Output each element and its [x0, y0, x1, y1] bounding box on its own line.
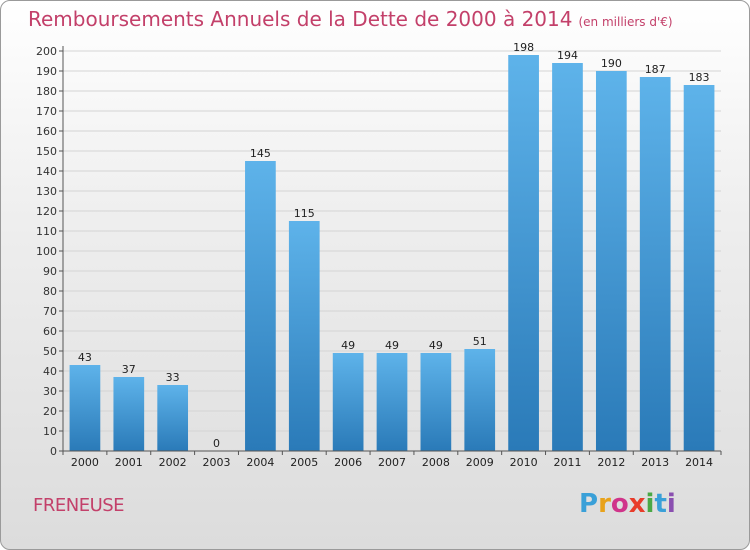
y-tick-label: 50 — [43, 345, 57, 358]
bar-2008 — [420, 353, 452, 451]
x-tick-label-2003: 2003 — [203, 456, 231, 469]
x-tick-label-2002: 2002 — [159, 456, 187, 469]
bar-2014 — [683, 85, 715, 451]
logo-letter: r — [598, 489, 611, 519]
chart-title-text: Remboursements Annuels de la Dette de 20… — [28, 7, 573, 31]
bar-2004 — [245, 161, 276, 451]
y-tick-label: 10 — [43, 425, 57, 438]
value-label-2012: 190 — [601, 57, 622, 70]
y-tick-label: 190 — [36, 65, 57, 78]
y-tick-label: 170 — [36, 105, 57, 118]
value-label-2011: 194 — [557, 49, 578, 62]
y-tick-label: 120 — [36, 205, 57, 218]
bar-2001 — [113, 377, 145, 451]
bar-2002 — [157, 385, 189, 451]
y-tick-label: 110 — [36, 225, 57, 238]
bar-2011 — [552, 63, 583, 451]
value-label-2006: 49 — [341, 339, 355, 352]
x-tick-label-2012: 2012 — [597, 456, 625, 469]
value-label-2000: 43 — [78, 351, 92, 364]
value-label-2005: 115 — [294, 207, 315, 220]
bars: 43 37 33 0 145 115 49 49 49 51 198 194 190 187 183 — [69, 41, 715, 452]
logo-letter: i — [645, 489, 655, 519]
chart-subtitle: (en milliers d'€) — [578, 15, 673, 29]
x-tick-label-2011: 2011 — [553, 456, 581, 469]
x-tick-label-2008: 2008 — [422, 456, 450, 469]
logo-letter: x — [628, 489, 646, 519]
y-tick-label: 180 — [36, 85, 57, 98]
axes: 0 10 20 30 40 50 60 70 80 90 100 110 120 130 140 150 160… — [36, 45, 722, 469]
x-tick-label-2014: 2014 — [685, 456, 713, 469]
y-tick-label: 0 — [50, 445, 57, 458]
y-tick-label: 20 — [43, 405, 57, 418]
x-tick-label-2005: 2005 — [290, 456, 318, 469]
bar-2000 — [69, 365, 101, 451]
value-label-2010: 198 — [513, 41, 534, 54]
y-tick-label: 150 — [36, 145, 57, 158]
x-tick-label-2000: 2000 — [71, 456, 99, 469]
value-label-2002: 33 — [166, 371, 180, 384]
logo-letter: i — [666, 489, 676, 519]
bar-2012 — [595, 71, 627, 451]
bar-2009 — [464, 349, 496, 451]
value-label-2004: 145 — [250, 147, 271, 160]
bar-2007 — [376, 353, 408, 451]
y-tick-label: 100 — [36, 245, 57, 258]
value-label-2008: 49 — [429, 339, 443, 352]
x-tick-label-2001: 2001 — [115, 456, 143, 469]
x-tick-label-2009: 2009 — [466, 456, 494, 469]
y-tick-label: 40 — [43, 365, 57, 378]
y-tick-label: 200 — [36, 45, 57, 58]
proxiti-logo: Proxiti — [579, 489, 676, 519]
y-tick-label: 80 — [43, 285, 57, 298]
bar-2005 — [288, 221, 320, 451]
x-tick-label-2004: 2004 — [246, 456, 274, 469]
logo-letter: P — [579, 489, 599, 519]
value-label-2001: 37 — [122, 363, 136, 376]
bar-2013 — [639, 77, 671, 451]
x-tick-label-2007: 2007 — [378, 456, 406, 469]
x-tick-label-2006: 2006 — [334, 456, 362, 469]
x-tick-label-2010: 2010 — [510, 456, 538, 469]
y-tick-label: 70 — [43, 305, 57, 318]
y-tick-label: 60 — [43, 325, 57, 338]
bar-2010 — [508, 55, 539, 451]
y-tick-label: 160 — [36, 125, 57, 138]
commune-name: FRENEUSE — [33, 495, 125, 516]
x-tick-label-2013: 2013 — [641, 456, 669, 469]
y-tick-label: 130 — [36, 185, 57, 198]
value-label-2014: 183 — [689, 71, 710, 84]
value-label-2007: 49 — [385, 339, 399, 352]
chart-title: Remboursements Annuels de la Dette de 20… — [28, 7, 673, 31]
y-tick-label: 90 — [43, 265, 57, 278]
logo-letter: t — [654, 489, 667, 519]
y-tick-label: 140 — [36, 165, 57, 178]
value-label-2009: 51 — [473, 335, 487, 348]
logo-letter: o — [610, 489, 629, 519]
value-label-2013: 187 — [645, 63, 666, 76]
value-label-2003: 0 — [213, 437, 220, 450]
y-tick-label: 30 — [43, 385, 57, 398]
bar-2006 — [332, 353, 364, 451]
